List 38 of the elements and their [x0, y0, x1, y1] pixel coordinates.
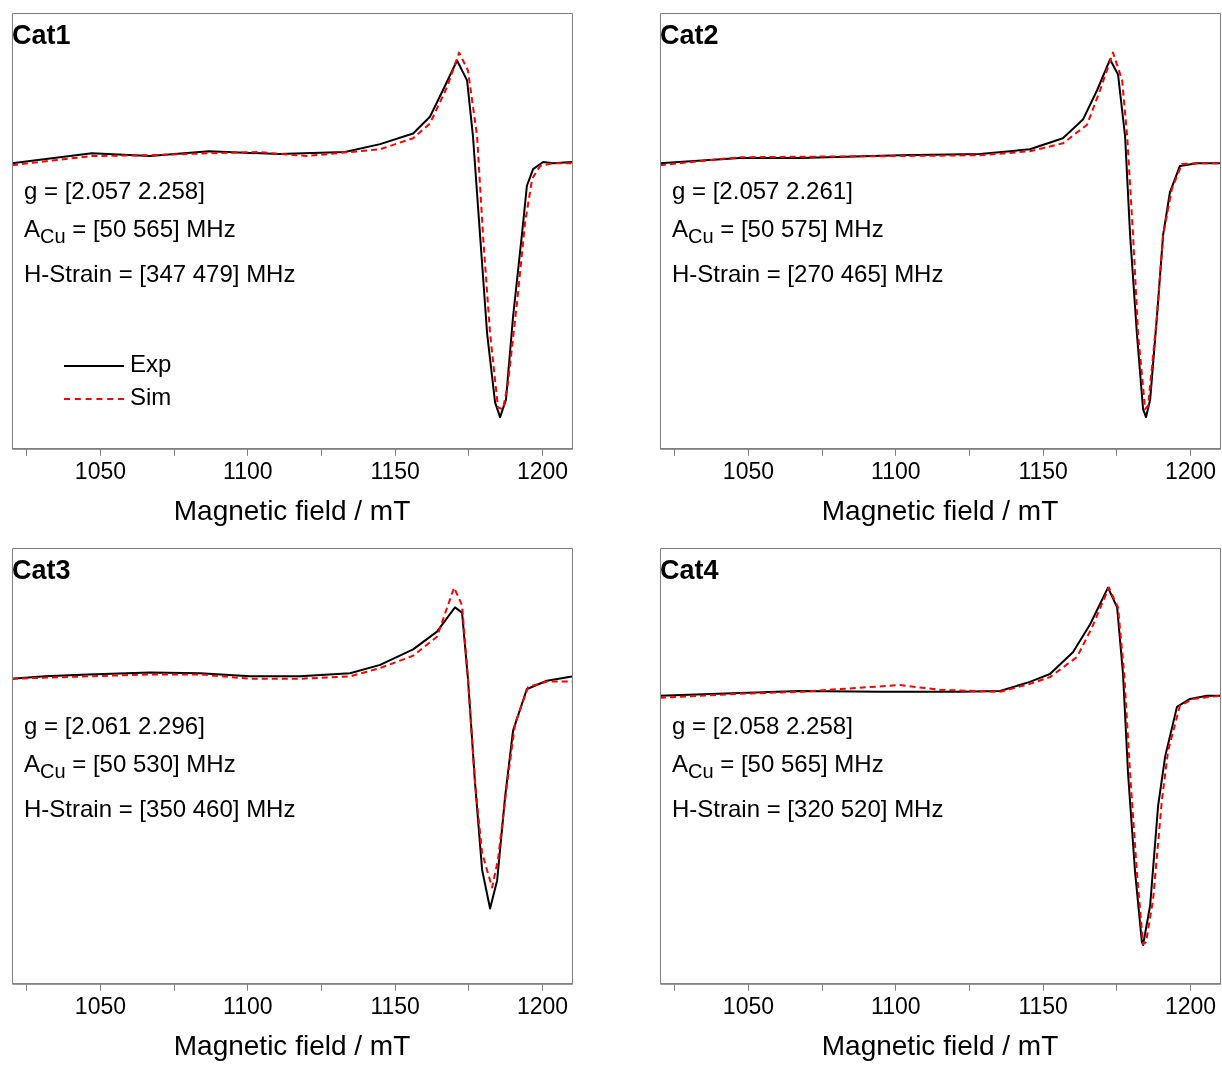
annotation: g = [2.061 2.296] [24, 711, 206, 741]
annotation: g = [2.057 2.261] [672, 176, 854, 206]
x-tick-label: 1100 [223, 457, 273, 484]
legend-label: Sim [130, 383, 172, 410]
annotation: H-Strain = [347 479] MHz [24, 258, 296, 289]
x-tick-label: 1150 [370, 992, 420, 1019]
annotation: H-Strain = [350 460] MHz [24, 793, 296, 824]
x-tick-label: 1100 [223, 992, 273, 1019]
annotation: g = [2.057 2.258] [24, 176, 206, 206]
x-axis-title: Magnetic field / mT [173, 1029, 411, 1061]
x-tick-label: 1150 [370, 457, 420, 484]
annotation: H-Strain = [270 465] MHz [672, 258, 944, 289]
annotation: A$_{Cu}$ = [50 565] MHz [24, 214, 237, 249]
x-tick-label: 1050 [74, 457, 127, 484]
x-tick-label: 1100 [871, 457, 921, 484]
x-axis-title: Magnetic field / mT [821, 494, 1059, 526]
legend-label: Exp [130, 350, 172, 377]
annotation: H-Strain = [320 520] MHz [672, 793, 944, 824]
x-tick-label: 1050 [722, 457, 775, 484]
x-tick-label: 1150 [1018, 457, 1068, 484]
chart-title: Cat4 [660, 555, 719, 586]
annotation: A$_{Cu}$ = [50 530] MHz [24, 749, 237, 784]
x-tick-label: 1200 [1164, 457, 1217, 484]
annotation: A$_{Cu}$ = [50 575] MHz [672, 214, 885, 249]
x-tick-label: 1050 [74, 992, 127, 1019]
x-axis-title: Magnetic field / mT [821, 1029, 1059, 1061]
annotation: g = [2.058 2.258] [672, 711, 854, 741]
x-axis-title: Magnetic field / mT [173, 494, 411, 526]
x-tick-label: 1050 [722, 992, 775, 1019]
x-tick-label: 1200 [1164, 992, 1217, 1019]
annotation: A$_{Cu}$ = [50 565] MHz [672, 749, 885, 784]
chart-title: Cat1 [12, 20, 71, 51]
x-tick-label: 1150 [1018, 992, 1068, 1019]
x-tick-label: 1100 [871, 992, 921, 1019]
chart-title: Cat2 [660, 20, 719, 51]
x-tick-label: 1200 [516, 457, 569, 484]
x-tick-label: 1200 [516, 992, 569, 1019]
chart-title: Cat3 [12, 555, 71, 586]
